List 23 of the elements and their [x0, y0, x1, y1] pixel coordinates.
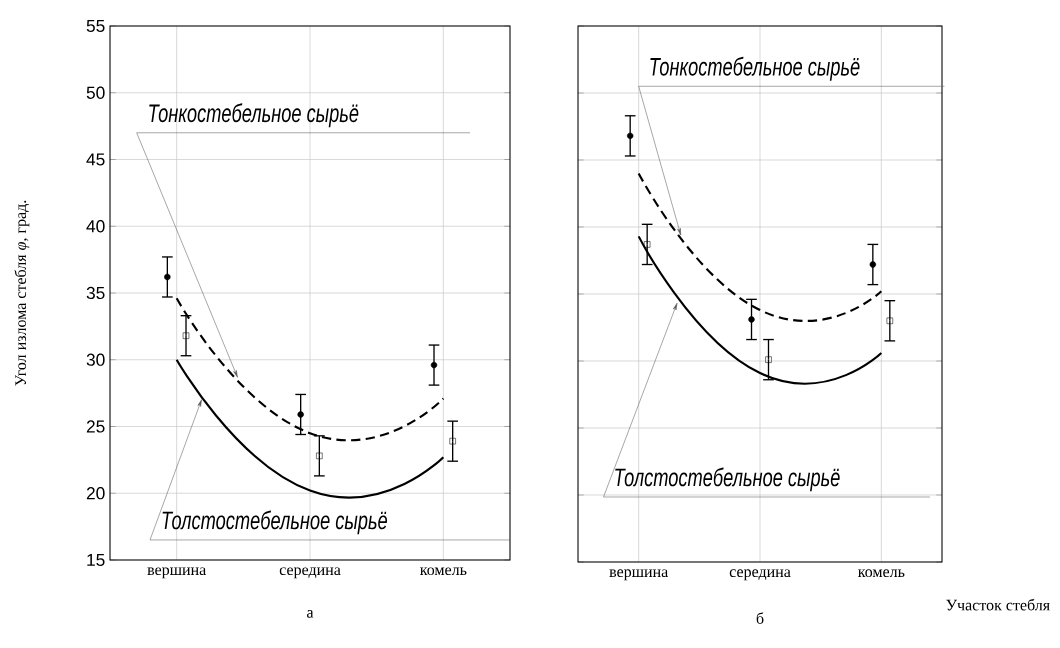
y-axis-title: Угол излома стебля φ, град. [14, 200, 30, 386]
annotation: Толстостебельное сырьё [162, 510, 388, 535]
y-tick-label: 25 [86, 420, 105, 433]
y-tick-label: 45 [86, 153, 105, 166]
text: б [756, 612, 764, 624]
x-axis-title: Участок стебля [946, 598, 1050, 611]
x-tick-label: середина [729, 569, 791, 581]
x-tick-label: вершина [609, 569, 669, 581]
x-tick-label: середина [279, 567, 341, 579]
x-tick-label: вершина [147, 567, 207, 579]
text: а [307, 610, 314, 618]
y-tick-label: 50 [86, 86, 105, 99]
annotation: Тонкостебельное сырьё [149, 103, 359, 128]
annotation: Тонкостебельное сырьё [650, 56, 860, 81]
annotation: Толстостебельное сырьё [615, 467, 840, 492]
x-tick-label: комель [420, 567, 467, 576]
y-tick-label: 20 [86, 487, 105, 500]
y-tick-label: 15 [87, 553, 105, 567]
y-tick-label: 35 [86, 286, 105, 300]
x-tick-label: комель [858, 569, 905, 578]
y-tick-label: 30 [86, 353, 105, 366]
y-tick-label: 40 [86, 220, 105, 233]
y-tick-label: 55 [86, 19, 105, 33]
